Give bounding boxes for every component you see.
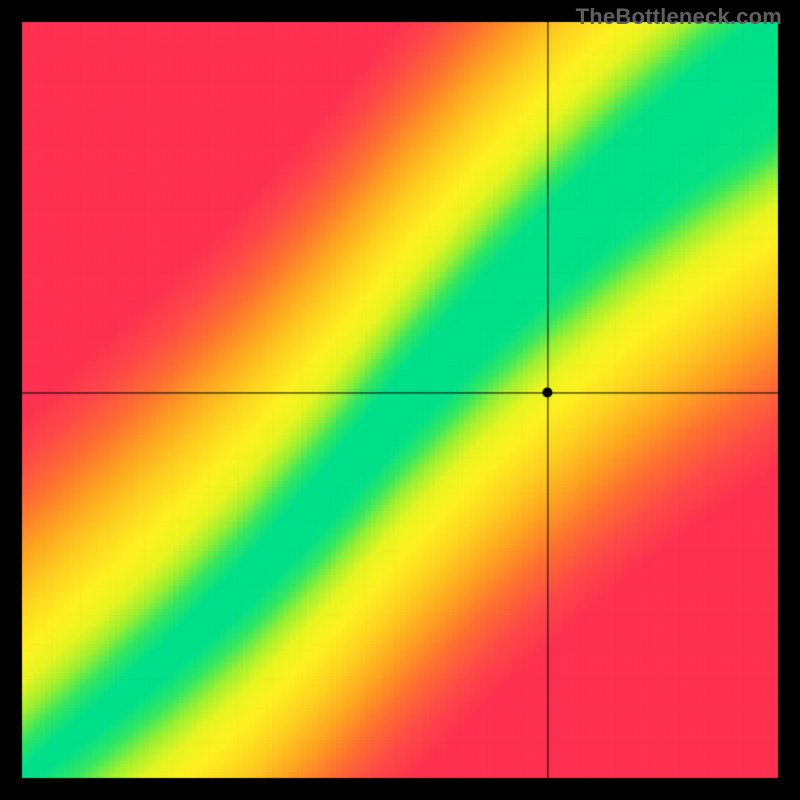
heatmap-canvas <box>0 0 800 800</box>
watermark-text: TheBottleneck.com <box>576 4 782 30</box>
chart-container: TheBottleneck.com <box>0 0 800 800</box>
